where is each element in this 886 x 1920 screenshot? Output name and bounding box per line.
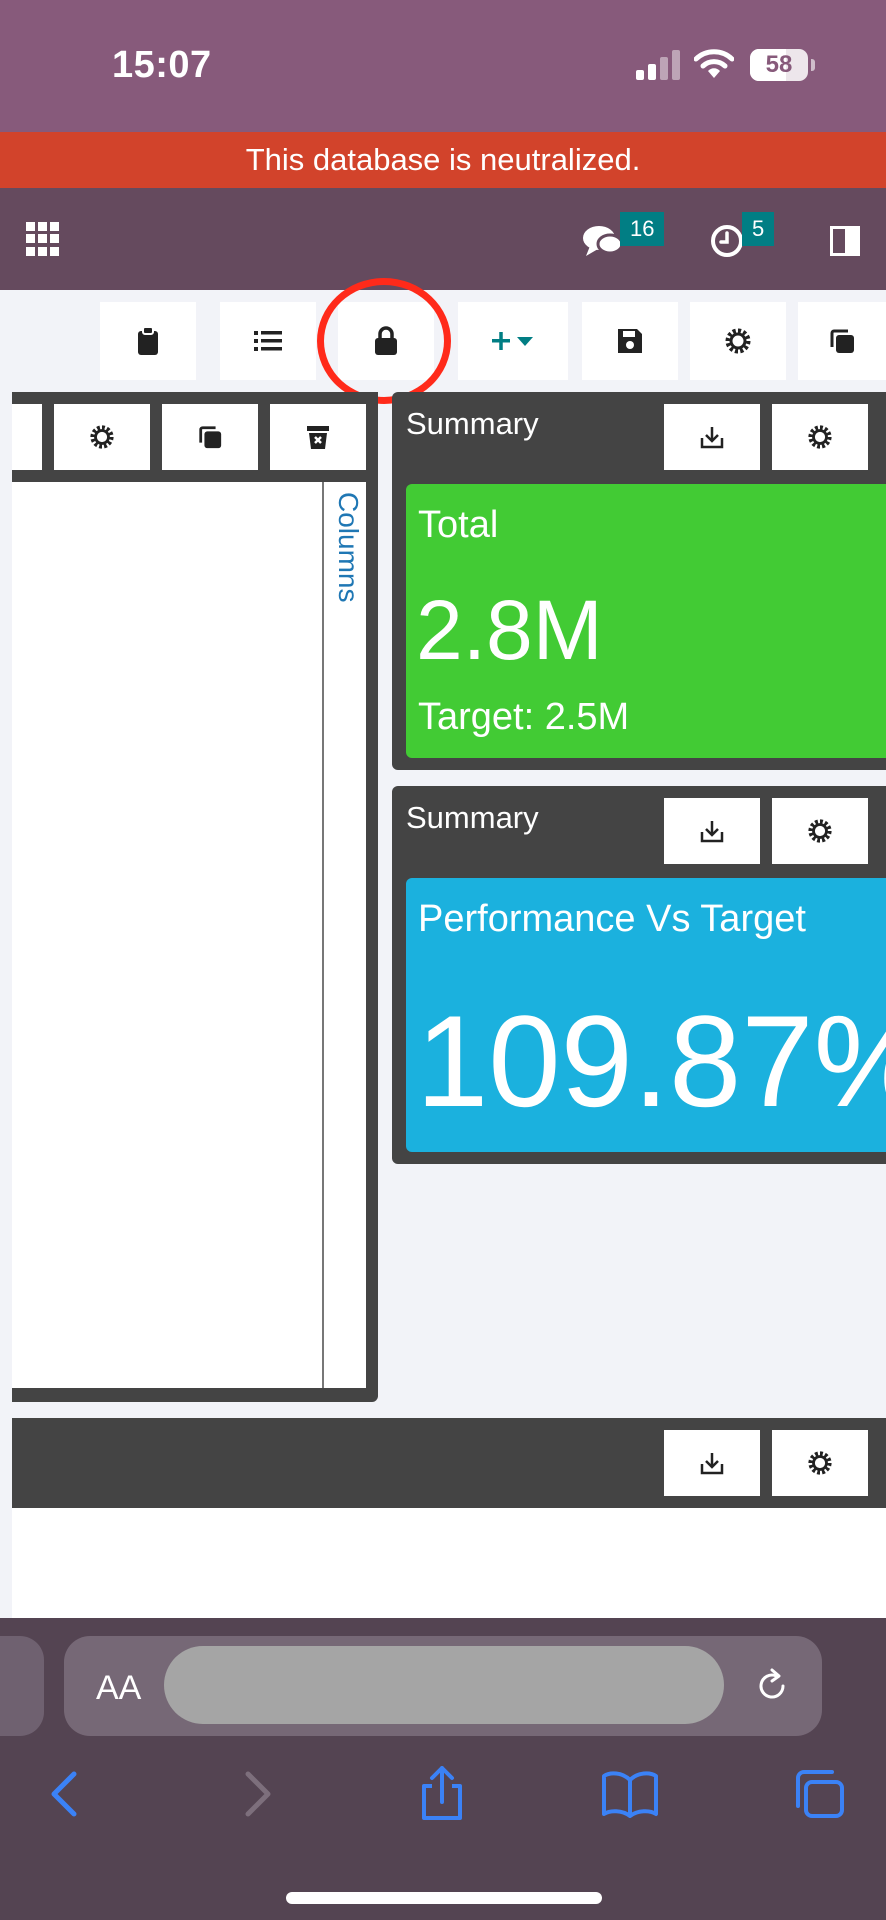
- widget-delete-button[interactable]: [270, 404, 366, 470]
- settings-button[interactable]: [690, 302, 786, 380]
- columns-toggle[interactable]: Columns: [333, 492, 364, 603]
- previous-tab-peek[interactable]: [0, 1636, 44, 1736]
- battery-level: 58: [765, 51, 793, 78]
- widget-settings-button[interactable]: [54, 404, 150, 470]
- cellular-signal-icon: [636, 50, 682, 80]
- battery-icon: 58: [750, 49, 808, 81]
- gear-icon: [808, 425, 832, 449]
- activities-clock-icon[interactable]: [710, 224, 744, 258]
- kpi-value: 2.8M: [416, 583, 603, 677]
- kpi-total: Total 2.8M Target: 2.5M: [406, 484, 886, 758]
- copy-icon: [830, 329, 854, 353]
- kpi-label: Performance Vs Target: [418, 898, 806, 940]
- messages-count-badge: 16: [620, 212, 665, 246]
- forward-icon[interactable]: [226, 1766, 286, 1822]
- url-field[interactable]: [164, 1646, 724, 1724]
- text-size-button[interactable]: AA: [96, 1669, 142, 1707]
- kpi-label: Total: [418, 504, 499, 546]
- download-icon: [700, 821, 724, 843]
- widget-duplicate-button[interactable]: [162, 404, 258, 470]
- highlight-annotation-circle: [317, 278, 451, 404]
- card-download-button[interactable]: [664, 798, 760, 864]
- trash-icon: [307, 426, 329, 449]
- columns-divider: [322, 482, 324, 1388]
- tabs-icon[interactable]: [790, 1766, 850, 1822]
- bookmarks-icon[interactable]: [600, 1766, 660, 1822]
- card-title: Summary: [406, 800, 539, 835]
- save-button[interactable]: [582, 302, 678, 380]
- copy-icon: [199, 426, 222, 449]
- activities-count-badge: 5: [742, 212, 775, 246]
- top-navbar: 16 5: [0, 188, 886, 290]
- card-title: Summary: [406, 406, 539, 441]
- card-settings-button[interactable]: [772, 404, 868, 470]
- apps-menu-icon[interactable]: [26, 222, 60, 256]
- status-bar: 15:07 58: [0, 0, 886, 132]
- neutralized-banner: This database is neutralized.: [0, 132, 886, 188]
- home-indicator: [286, 1892, 602, 1904]
- list-view-button[interactable]: [220, 302, 316, 380]
- download-icon: [700, 427, 724, 449]
- bottom-widget-body: [12, 1508, 886, 1618]
- reload-icon[interactable]: [752, 1666, 792, 1706]
- duplicate-button[interactable]: [798, 302, 886, 380]
- status-time: 15:07: [112, 44, 212, 86]
- list-icon: [254, 331, 282, 351]
- messages-icon[interactable]: [582, 224, 624, 260]
- kpi-target: Target: 2.5M: [418, 696, 630, 738]
- wifi-icon: [694, 49, 734, 78]
- share-icon[interactable]: [412, 1766, 472, 1822]
- download-icon: [700, 1453, 724, 1475]
- kpi-performance: Performance Vs Target 109.87%: [406, 878, 886, 1152]
- table-widget-body: [12, 482, 366, 1388]
- back-icon[interactable]: [36, 1766, 96, 1822]
- add-dropdown-button[interactable]: [458, 302, 568, 380]
- bottom-download-button[interactable]: [664, 1430, 760, 1496]
- card-settings-button[interactable]: [772, 798, 868, 864]
- kpi-value: 109.87%: [416, 988, 886, 1134]
- gear-icon: [725, 328, 751, 354]
- card-download-button[interactable]: [664, 404, 760, 470]
- save-icon: [618, 329, 642, 353]
- clipboard-icon: [138, 326, 158, 355]
- side-panel-toggle-icon[interactable]: [830, 226, 860, 256]
- gear-icon: [808, 819, 832, 843]
- bottom-settings-button[interactable]: [772, 1430, 868, 1496]
- clipboard-button[interactable]: [100, 302, 196, 380]
- plus-caret-icon: [492, 332, 533, 350]
- gear-icon: [808, 1451, 832, 1475]
- gear-icon: [90, 425, 114, 449]
- widget-edge-button[interactable]: [12, 404, 42, 470]
